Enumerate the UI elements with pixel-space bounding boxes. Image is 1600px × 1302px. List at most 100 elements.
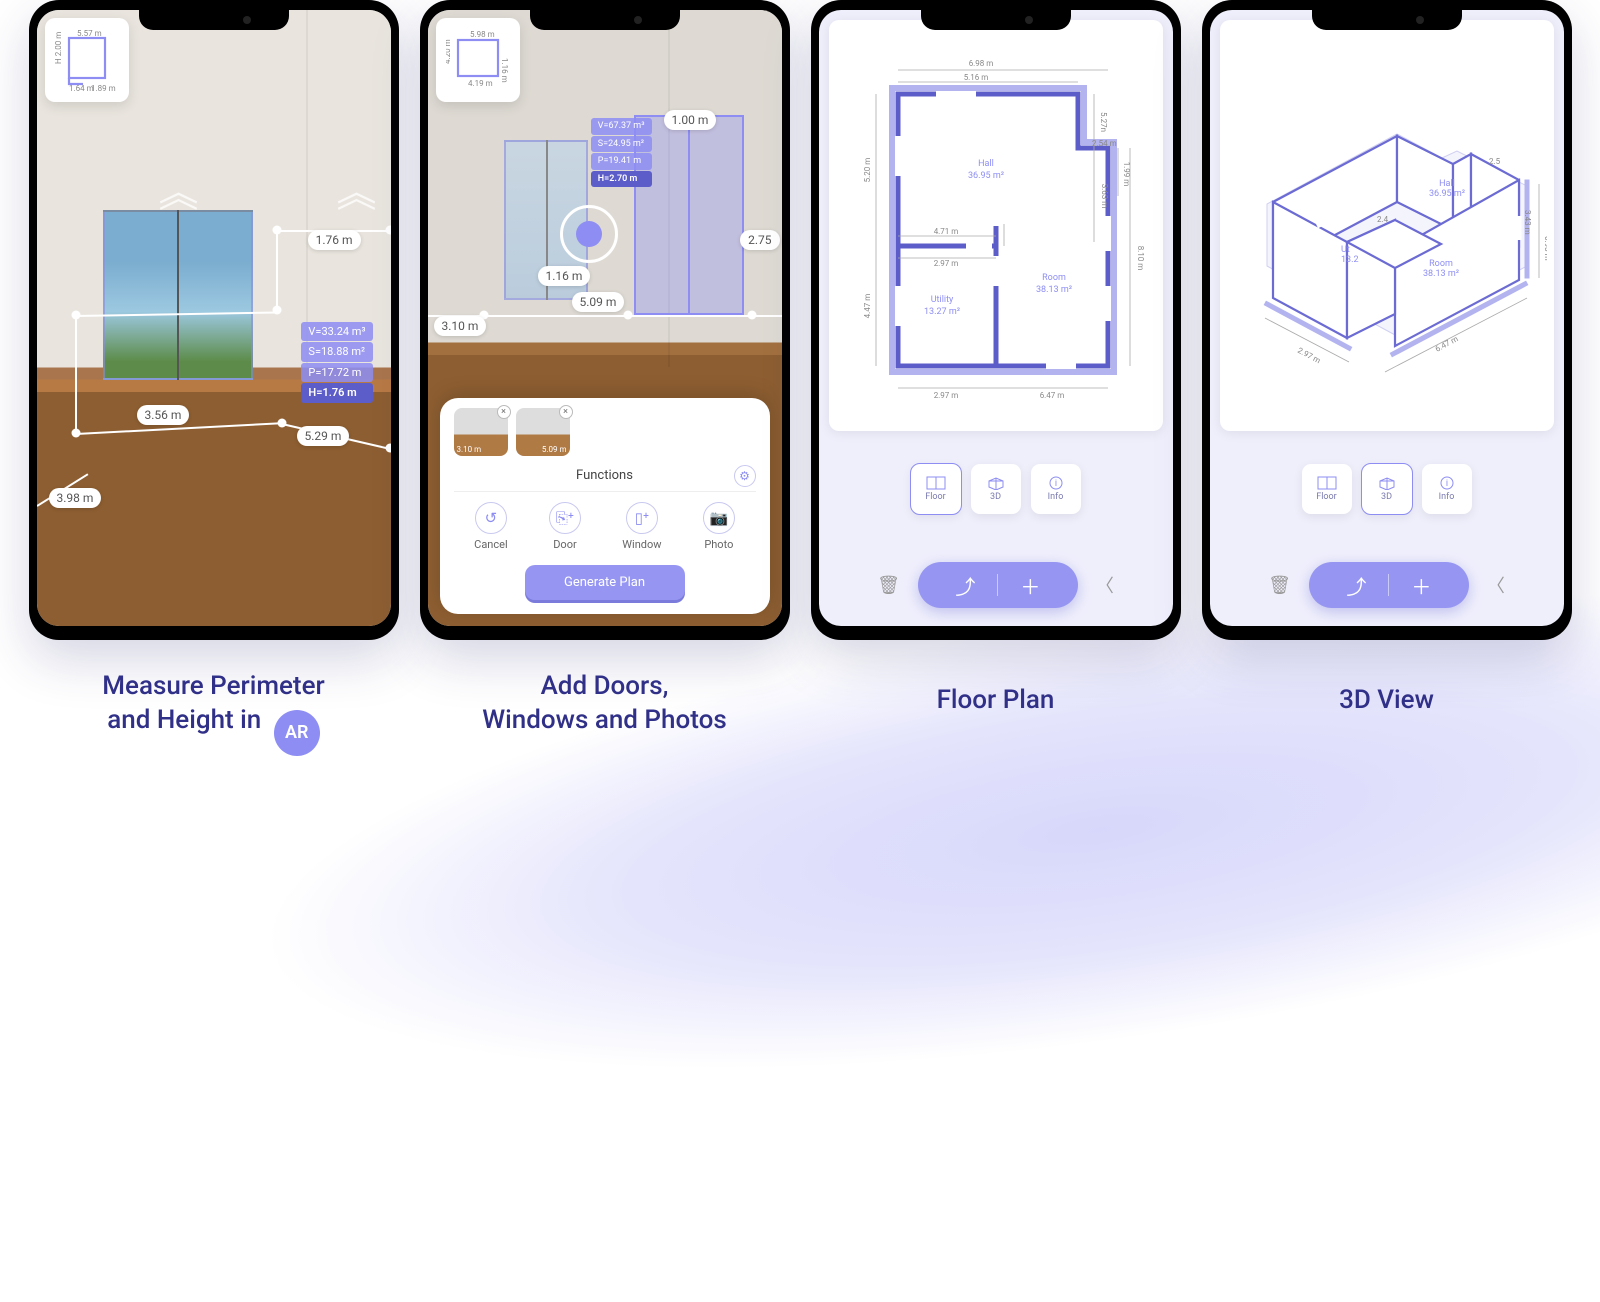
ar-target-reticle[interactable]: [560, 205, 618, 263]
photo-button[interactable]: 📷Photo: [703, 502, 735, 551]
svg-text:Utility: Utility: [930, 295, 953, 305]
share-add-pill[interactable]: ⤴ ＋: [1309, 562, 1469, 608]
caption-2: Add Doors, Windows and Photos: [420, 670, 790, 756]
svg-text:4.71 m: 4.71 m: [933, 227, 958, 236]
mini-floorplan-card[interactable]: 5.98 m 4.20 m 4.19 m 1.16 m: [436, 18, 520, 102]
cancel-button[interactable]: ↺Cancel: [474, 502, 507, 551]
bottom-toolbar: 🗑 ⤴ ＋ 〈: [819, 562, 1173, 608]
svg-text:5.16 m: 5.16 m: [963, 73, 988, 82]
chip-floor[interactable]: Floor: [911, 464, 961, 514]
chip-3d[interactable]: 3D: [971, 464, 1021, 514]
share-icon[interactable]: ⤴: [1346, 571, 1366, 600]
ar-badge: AR: [274, 710, 320, 756]
close-icon[interactable]: ×: [559, 405, 573, 419]
plus-icon[interactable]: ＋: [1411, 571, 1431, 600]
ar-vertex: [623, 311, 632, 320]
svg-text:36.95 m²: 36.95 m²: [1428, 189, 1464, 199]
floorplan-svg: 6.98 m 5.16 m 2.54 m 5.27n 3.63 m 1.99 m…: [846, 36, 1146, 416]
mini-floorplan-icon: 5.57 m H 2.00 m 1.64 m 1.89 m: [55, 28, 119, 92]
svg-text:5.27n: 5.27n: [1099, 111, 1108, 131]
svg-text:H 2.00 m: H 2.00 m: [55, 32, 63, 64]
phone-notch: [921, 10, 1071, 30]
svg-text:5.57 m: 5.57 m: [77, 29, 102, 38]
thumbnail[interactable]: × 5.09 m: [516, 408, 570, 456]
separator: [997, 574, 998, 596]
cube-icon: [986, 476, 1006, 490]
window-icon: ▯⁺: [626, 502, 658, 534]
svg-text:4.20 m: 4.20 m: [446, 39, 452, 64]
chevron-left-icon[interactable]: 〈: [1096, 572, 1114, 598]
svg-text:i: i: [1054, 479, 1056, 489]
thumb-label: 5.09 m: [542, 445, 567, 454]
chip-3d[interactable]: 3D: [1362, 464, 1412, 514]
caption-4: 3D View: [1202, 670, 1572, 756]
door-divider: [177, 210, 179, 380]
svg-text:5.98 m: 5.98 m: [470, 30, 495, 39]
close-icon[interactable]: ×: [497, 405, 511, 419]
chevron-left-icon[interactable]: 〈: [1487, 572, 1505, 598]
bottom-toolbar: 🗑 ⤴ ＋ 〈: [1210, 562, 1564, 608]
gear-icon[interactable]: ⚙: [734, 465, 756, 487]
svg-text:38.13 m²: 38.13 m²: [1422, 269, 1458, 279]
svg-text:Hall: Hall: [1439, 179, 1455, 189]
svg-text:4.47 m: 4.47 m: [863, 293, 872, 318]
stat-surface: S=24.95 m²: [591, 136, 652, 153]
caption-1: Measure Perimeter and Height in AR: [29, 670, 399, 756]
plus-icon[interactable]: ＋: [1020, 571, 1040, 600]
trash-icon[interactable]: 🗑: [1268, 575, 1291, 596]
screen-functions: 5.98 m 4.20 m 4.19 m 1.16 m V=67.37 m³ S…: [428, 10, 782, 626]
thumbnail[interactable]: × 3.10 m: [454, 408, 508, 456]
measurement-width: 3.56 m: [137, 405, 190, 425]
door-mullion: [688, 115, 690, 315]
svg-text:1.89 m: 1.89 m: [91, 84, 116, 92]
trash-icon[interactable]: 🗑: [877, 575, 900, 596]
separator: [1388, 574, 1389, 596]
cube-icon: [1377, 476, 1397, 490]
view-chips: Floor 3D iInfo: [819, 464, 1173, 514]
stat-surface: S=18.88 m²: [301, 342, 372, 361]
measurement-mid: 1.16 m: [538, 266, 591, 286]
chip-floor[interactable]: Floor: [1302, 464, 1352, 514]
svg-text:13.2: 13.2: [1341, 255, 1359, 265]
svg-text:Hall: Hall: [978, 159, 994, 169]
svg-text:6.98 m: 6.98 m: [968, 59, 993, 68]
svg-text:i: i: [1445, 479, 1447, 489]
function-row: ↺Cancel ⎘⁺Door ▯⁺Window 📷Photo: [454, 492, 756, 561]
share-add-pill[interactable]: ⤴ ＋: [918, 562, 1078, 608]
chip-info[interactable]: iInfo: [1422, 464, 1472, 514]
svg-text:2.97 m: 2.97 m: [933, 259, 958, 268]
svg-text:13.27 m²: 13.27 m²: [923, 307, 959, 317]
stat-volume: V=33.24 m³: [301, 322, 372, 341]
ar-stats-panel: V=67.37 m³ S=24.95 m² P=19.41 m H=2.70 m: [591, 118, 652, 188]
mini-floorplan-card[interactable]: 5.57 m H 2.00 m 1.64 m 1.89 m: [45, 18, 129, 102]
measurement-window-width: 1.00 m: [664, 110, 717, 130]
undo-icon: ↺: [475, 502, 507, 534]
wall-corner: [306, 10, 308, 367]
door-button[interactable]: ⎘⁺Door: [549, 502, 581, 551]
phone-notch: [530, 10, 680, 30]
floorplan-paper[interactable]: 6.98 m 5.16 m 2.54 m 5.27n 3.63 m 1.99 m…: [829, 20, 1163, 431]
svg-text:1.64 m: 1.64 m: [69, 84, 94, 92]
chip-info[interactable]: iInfo: [1031, 464, 1081, 514]
ar-vertex: [747, 311, 756, 320]
ar-stats-panel: V=33.24 m³ S=18.88 m² P=17.72 m H=1.76 m: [301, 322, 372, 404]
caption-3: Floor Plan: [811, 670, 1181, 756]
share-icon[interactable]: ⤴: [955, 571, 975, 600]
window-button[interactable]: ▯⁺Window: [622, 502, 661, 551]
3d-paper[interactable]: Hall 36.95 m² Room 38.13 m² Ut 13.2 2.97…: [1220, 20, 1554, 431]
generate-plan-button[interactable]: Generate Plan: [525, 565, 685, 600]
ar-edge: [276, 231, 278, 313]
svg-text:2.97 m: 2.97 m: [933, 391, 958, 400]
stat-perimeter: P=17.72 m: [301, 363, 372, 382]
sheet-title: Functions: [576, 468, 633, 483]
phone-notch: [1312, 10, 1462, 30]
svg-text:Ut: Ut: [1341, 245, 1350, 255]
measurement-width: 5.29 m: [297, 426, 350, 446]
floor-icon: [1317, 476, 1337, 490]
info-icon: i: [1437, 476, 1457, 490]
svg-text:6.47 m: 6.47 m: [1433, 334, 1459, 353]
stat-volume: V=67.37 m³: [591, 118, 652, 135]
measurement-height: 1.76 m: [308, 230, 361, 250]
phone-4: Hall 36.95 m² Room 38.13 m² Ut 13.2 2.97…: [1202, 0, 1572, 640]
svg-text:2.54 m: 2.54 m: [1092, 139, 1117, 148]
